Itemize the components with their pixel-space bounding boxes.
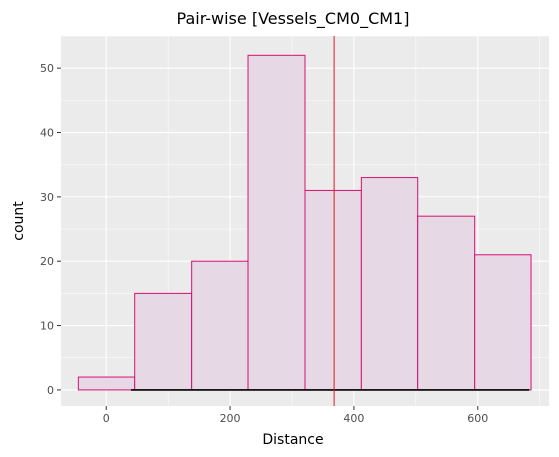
y-tick-label: 20 [40, 255, 54, 268]
x-tick-label: 400 [343, 412, 364, 425]
histogram-bar [247, 54, 306, 391]
histogram-bar [134, 292, 193, 391]
y-axis-title: count [11, 201, 27, 241]
histogram-bar [360, 177, 419, 391]
y-tick-label: 50 [40, 62, 54, 75]
y-tick-label: 0 [47, 384, 54, 397]
y-axis: 0 10 20 30 40 50 [40, 62, 61, 397]
histogram-bar [417, 215, 476, 391]
histogram-bar [304, 189, 362, 391]
x-axis: 0 200 400 600 [103, 406, 488, 425]
overlays [130, 36, 530, 406]
x-axis-title: Distance [262, 432, 323, 448]
histogram-bar [474, 254, 532, 391]
chart-title: Pair-wise [Vessels_CM0_CM1] [177, 9, 410, 29]
x-tick-label: 200 [220, 412, 241, 425]
y-tick-label: 10 [40, 320, 54, 333]
histogram-bar [191, 260, 249, 391]
y-tick-label: 40 [40, 127, 54, 140]
y-tick-label: 30 [40, 191, 54, 204]
x-tick-label: 600 [467, 412, 488, 425]
histogram-bar [77, 376, 136, 391]
x-tick-label: 0 [103, 412, 110, 425]
